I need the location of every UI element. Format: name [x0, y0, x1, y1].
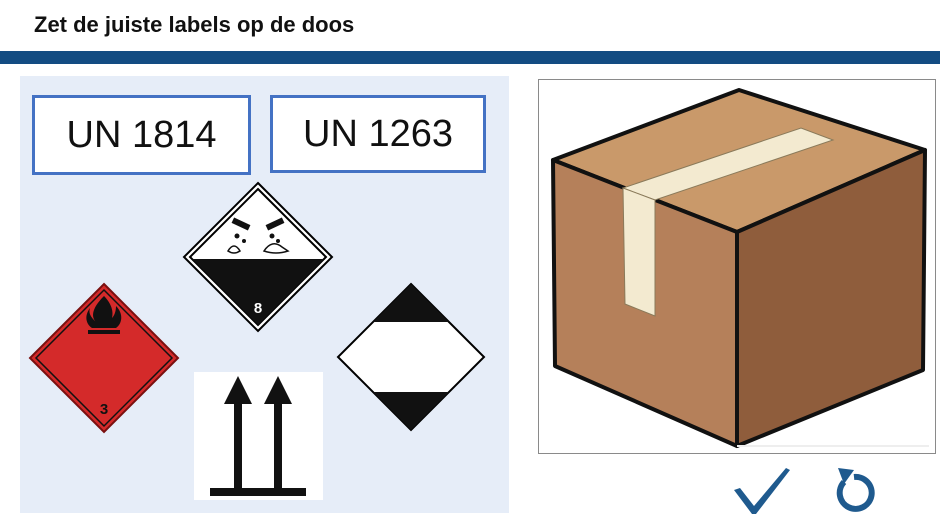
un-1814-text: UN 1814 — [66, 113, 217, 156]
flame-hazard-icon: 3 — [28, 282, 180, 434]
un-1263-label[interactable]: UN 1263 — [270, 95, 486, 173]
page-title: Zet de juiste labels op de doos — [34, 12, 355, 37]
check-button[interactable] — [732, 466, 792, 516]
box-drop-target[interactable] — [538, 79, 936, 454]
this-way-up-label[interactable] — [194, 372, 323, 500]
limited-quantity-icon — [336, 282, 486, 432]
reset-button[interactable] — [830, 464, 876, 514]
checkmark-icon — [734, 468, 790, 514]
class-3-number: 3 — [100, 401, 108, 418]
this-way-up-arrows-icon — [194, 372, 323, 500]
reset-arrow-icon — [836, 468, 875, 512]
limited-quantity-label[interactable] — [336, 282, 486, 432]
header-accent-bar — [0, 51, 940, 64]
corrosive-hazard-label[interactable]: 8 — [182, 181, 334, 333]
flammable-hazard-label[interactable]: 3 — [28, 282, 180, 434]
class-8-number: 8 — [254, 300, 262, 317]
un-1263-text: UN 1263 — [303, 112, 453, 155]
un-1814-label[interactable]: UN 1814 — [32, 95, 251, 175]
corrosive-hazard-icon: 8 — [182, 181, 334, 333]
cardboard-box-icon — [551, 88, 929, 448]
